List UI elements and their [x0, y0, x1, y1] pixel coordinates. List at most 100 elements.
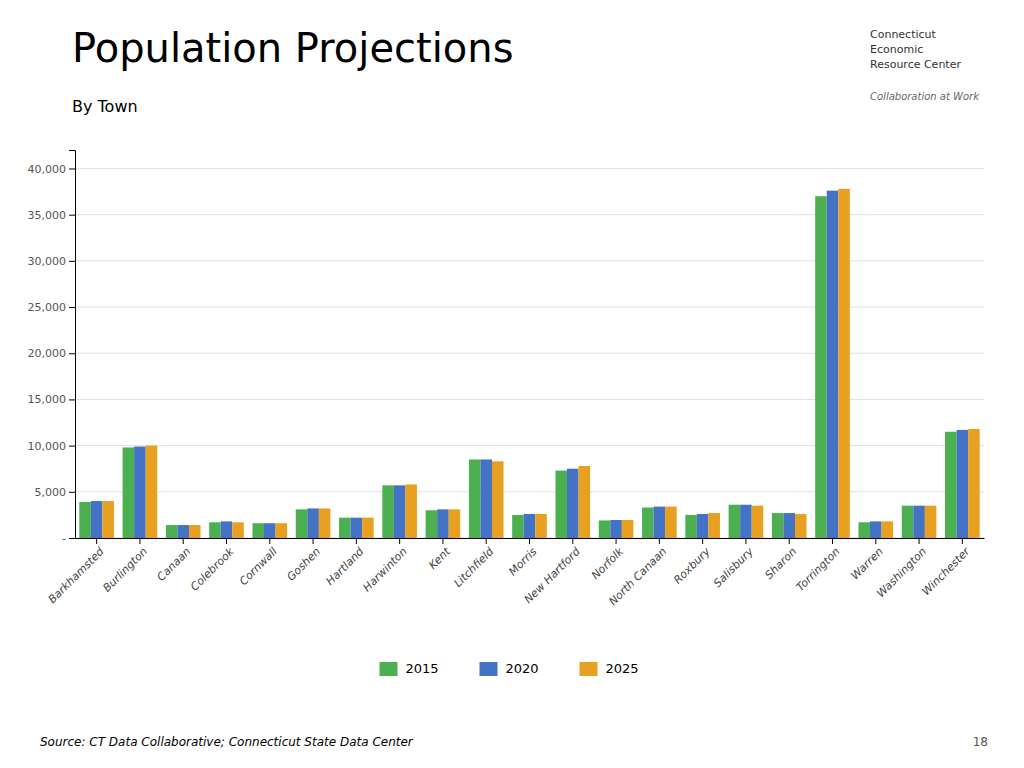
bar — [579, 466, 591, 538]
bar — [555, 471, 567, 538]
y-tick-label: 30,000 — [28, 255, 67, 268]
legend-item: 2015 — [380, 661, 439, 676]
bar — [772, 513, 784, 538]
x-tick: Cornwall — [237, 538, 280, 588]
y-tick-label: 35,000 — [28, 209, 67, 222]
bar — [945, 432, 957, 538]
y-tick: 10,000 — [28, 440, 76, 453]
y-tick-mark — [69, 399, 75, 400]
x-tick-label: Cornwall — [237, 545, 280, 588]
x-tick-label: Burlington — [100, 545, 150, 595]
y-tick-label: 10,000 — [28, 440, 67, 453]
legend-label: 2020 — [506, 661, 539, 676]
bar — [123, 447, 135, 538]
x-tick: Sharon — [763, 538, 800, 582]
bar — [276, 523, 288, 538]
x-tick-label: Norfolk — [589, 545, 627, 583]
x-tick-label: Harwinton — [360, 545, 409, 594]
bar — [79, 502, 91, 538]
x-tick: Canaan — [154, 538, 193, 584]
bar — [622, 520, 634, 538]
y-tick-mark — [69, 307, 75, 308]
bar — [740, 505, 752, 538]
y-tick-mark — [69, 492, 75, 493]
legend-swatch — [380, 662, 398, 676]
bar — [642, 508, 654, 538]
bar — [232, 522, 244, 538]
bar — [913, 506, 925, 538]
x-tick-mark — [399, 538, 400, 544]
grid-line — [75, 168, 984, 169]
legend-item: 2025 — [580, 661, 639, 676]
x-tick: Barkhamsted — [46, 538, 108, 606]
bar — [189, 525, 201, 538]
x-tick: Norfolk — [589, 538, 627, 582]
x-tick: Warren — [848, 538, 885, 582]
y-tick-mark — [69, 446, 75, 447]
bar — [535, 514, 547, 538]
y-tick: 20,000 — [28, 347, 76, 360]
bar — [512, 515, 524, 538]
y-axis: -5,00010,00015,00020,00025,00030,00035,0… — [28, 151, 76, 546]
bar — [307, 508, 319, 538]
bar — [783, 513, 795, 538]
x-tick-label: Kent — [426, 545, 453, 572]
y-tick-label: 40,000 — [28, 162, 67, 175]
bar — [610, 520, 622, 538]
x-tick-label: Canaan — [154, 545, 193, 584]
x-tick: Harwinton — [360, 538, 409, 594]
y-tick-label: 5,000 — [35, 486, 67, 499]
bar — [665, 507, 677, 538]
x-tick: Salisbury — [711, 538, 756, 590]
x-tick-mark — [832, 538, 833, 544]
x-tick-label: New Hartford — [522, 544, 584, 606]
x-tick-label: Barkhamsted — [46, 544, 108, 606]
x-tick-label: North Canaan — [606, 545, 669, 608]
bar-series — [79, 196, 956, 538]
y-tick: 5,000 — [35, 486, 76, 499]
bar — [567, 469, 579, 538]
bar — [870, 521, 882, 538]
x-tick-label: Winchester — [919, 544, 973, 598]
legend-label: 2025 — [606, 661, 639, 676]
y-tick: 35,000 — [28, 209, 76, 222]
grid — [75, 168, 984, 538]
y-tick: 40,000 — [28, 162, 76, 175]
x-tick-label: Hartland — [324, 544, 368, 588]
bar — [102, 501, 114, 538]
x-tick-label: Warren — [848, 545, 885, 582]
x-tick: Colebrook — [188, 538, 237, 594]
bar — [319, 508, 331, 538]
x-tick-label: Litchfield — [451, 544, 497, 590]
x-tick: Goshen — [284, 538, 323, 584]
y-tick: - — [62, 532, 75, 545]
x-axis: BarkhamstedBurlingtonCanaanColebrookCorn… — [46, 538, 985, 608]
x-tick-label: Sharon — [763, 545, 800, 582]
subtitle: By Town — [72, 97, 138, 116]
x-tick: Burlington — [100, 538, 150, 595]
x-tick-mark — [269, 538, 270, 544]
page-number: 18 — [973, 735, 988, 749]
chart: Population ProjectionsBy Town-5,00010,00… — [0, 0, 1024, 768]
x-tick-mark — [962, 538, 963, 544]
legend-label: 2015 — [406, 661, 439, 676]
y-tick-label: - — [62, 532, 66, 545]
legend-swatch — [480, 662, 498, 676]
bar — [729, 505, 741, 538]
bar — [480, 459, 492, 538]
y-tick-mark — [69, 215, 75, 216]
bar — [296, 509, 308, 538]
bar — [134, 447, 146, 538]
bar — [654, 507, 666, 538]
x-tick: Kent — [426, 538, 453, 572]
y-tick-mark — [69, 538, 75, 539]
bar — [492, 461, 504, 538]
bar — [968, 429, 980, 538]
bar — [599, 520, 611, 538]
logo-line: Economic — [870, 43, 923, 56]
bar — [469, 459, 481, 538]
x-tick-label: Roxbury — [671, 545, 713, 587]
x-tick-mark — [659, 538, 660, 544]
bar — [221, 521, 233, 538]
bar — [394, 485, 406, 538]
